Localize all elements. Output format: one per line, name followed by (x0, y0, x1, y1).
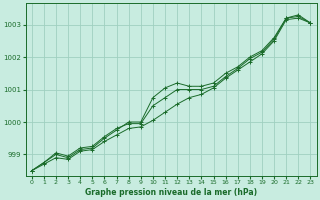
X-axis label: Graphe pression niveau de la mer (hPa): Graphe pression niveau de la mer (hPa) (85, 188, 257, 197)
